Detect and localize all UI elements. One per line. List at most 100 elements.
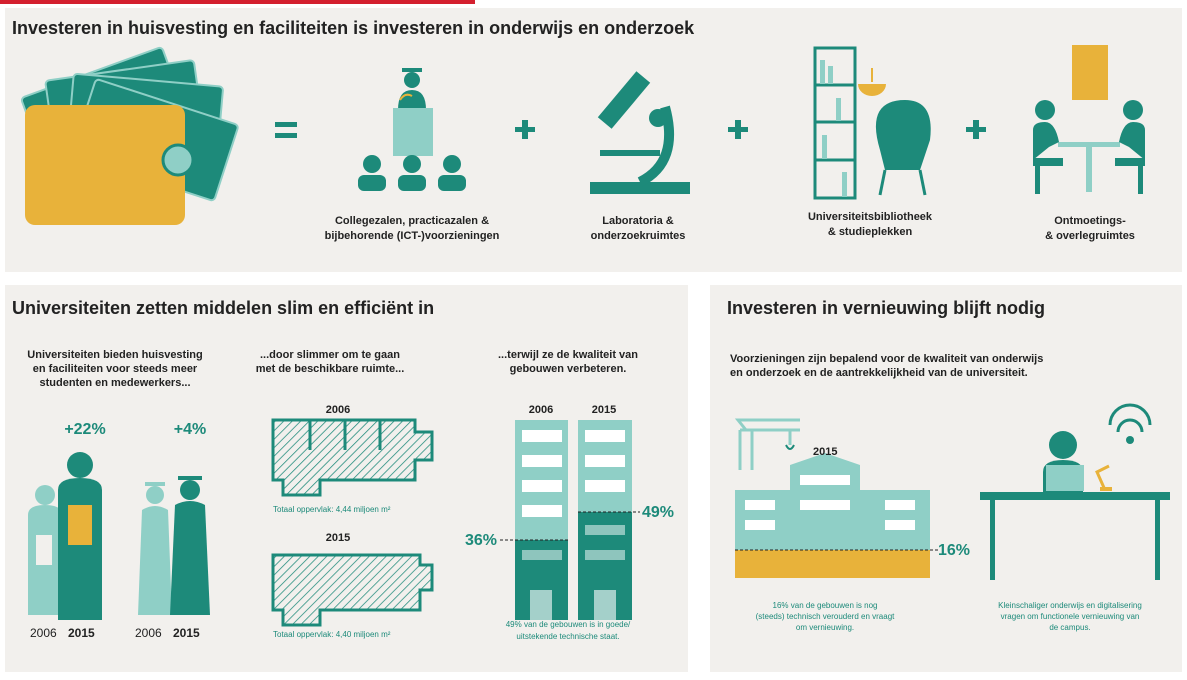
meeting-icon-part	[1033, 158, 1063, 166]
lecture-icon-part	[438, 175, 466, 191]
meeting-icon-part	[1086, 147, 1092, 192]
campus-icon-part-part	[734, 418, 800, 470]
meeting-icon-part	[1035, 166, 1040, 194]
people-icon-part	[58, 478, 102, 620]
building-year: 2015	[592, 404, 616, 416]
building-icons	[500, 420, 640, 620]
people-icon	[28, 452, 210, 620]
column-texts: Universiteiten bieden huisvesting en fac…	[27, 349, 638, 389]
operators-part	[275, 133, 297, 138]
library-icon-part	[875, 100, 931, 170]
workspace-icon-part	[990, 500, 995, 580]
library-icon	[813, 46, 931, 200]
item-label: Universiteitsbibliotheek	[808, 211, 933, 223]
library-icon-part	[878, 169, 887, 196]
column-text: studenten en medewerkers...	[40, 377, 191, 389]
people-icon-part	[178, 476, 202, 480]
campus-icon-part-part	[885, 520, 915, 530]
lecture-icon-part	[363, 155, 381, 173]
workspace-icon-part	[1049, 431, 1077, 459]
growth-value: +4%	[174, 421, 206, 438]
meeting-icon-part	[1033, 122, 1059, 160]
people-icon-part	[138, 506, 172, 615]
column-text: met de beschikbare ruimte...	[256, 363, 405, 375]
people-icon-part	[145, 482, 165, 486]
microscope-icon-part	[649, 109, 667, 127]
lecture-icon-part	[393, 108, 433, 156]
year-label: 2006	[30, 626, 57, 640]
building-icons-part-part	[594, 590, 616, 620]
operators-part	[735, 120, 741, 139]
workspace-icon-part	[1046, 465, 1084, 491]
share-label: 16%	[938, 542, 970, 559]
building-icons-part-part	[522, 430, 562, 442]
item-label: bijbehorende (ICT-)voorzieningen	[325, 230, 500, 242]
people-icon-part	[36, 535, 52, 565]
building-icons-part-part	[530, 590, 552, 620]
growth-value: +22%	[64, 421, 105, 438]
library-icon-part	[918, 169, 927, 196]
library-icon-part	[858, 84, 886, 96]
lecture-icon-part	[398, 175, 426, 191]
campus-icon-part	[735, 550, 930, 578]
renewal-text: Voorzieningen zijn bepalend voor de kwal…	[730, 353, 1043, 365]
floorplan	[271, 418, 434, 497]
library-icon-part	[820, 60, 847, 197]
people-icon-part	[67, 452, 93, 478]
meeting-icon-part	[1035, 100, 1055, 120]
building-icons-part-part	[585, 525, 625, 535]
year-label: 2006	[135, 626, 162, 640]
library-icon-part-part	[836, 98, 841, 121]
building-caption: uitstekende technische staat.	[516, 632, 619, 641]
year-labels: 2006 2015 2006 2015	[30, 626, 200, 640]
meeting-icon-part	[1115, 158, 1145, 166]
building-icons-part-part	[522, 550, 562, 560]
column-text: ...door slimmer om te gaan	[260, 349, 400, 361]
floorplan-walls	[308, 420, 382, 450]
campus-icon-part	[734, 418, 800, 470]
wallet-icon-part	[161, 143, 195, 177]
lecture-icon-part	[402, 68, 422, 72]
campus-icon-part-part	[885, 500, 915, 510]
campus-icon-part	[785, 444, 795, 450]
lecture-icon-part	[443, 155, 461, 173]
meeting-icon-part	[1072, 45, 1108, 100]
renewal-caption: om vernieuwing.	[796, 623, 854, 632]
meeting-icon	[1033, 45, 1145, 194]
campus-icon	[734, 418, 940, 578]
campus-icon-part-part	[800, 500, 850, 510]
microscope-icon-part	[637, 105, 675, 187]
item-label: Collegezalen, practicazalen &	[335, 215, 489, 227]
people-icon-part	[146, 486, 164, 504]
meeting-icon-part	[1119, 122, 1145, 160]
title: Investeren in huisvesting en faciliteite…	[12, 18, 695, 38]
item-label: & overlegruimtes	[1045, 230, 1135, 242]
operators-part	[275, 122, 297, 127]
microscope-icon-part	[590, 182, 690, 194]
column-text: gebouwen verbeteren.	[510, 363, 627, 375]
wallet-icon	[20, 46, 239, 225]
campus-icon-part-part	[800, 475, 850, 485]
lecture-icon-part	[403, 155, 421, 173]
plan-caption: Totaal oppervlak: 4,40 miljoen m²	[273, 630, 391, 639]
item-label: & studieplekken	[828, 226, 913, 238]
operators	[275, 120, 986, 139]
campus-icon-part-part	[745, 500, 775, 510]
microscope-icon	[590, 71, 690, 194]
building-icons-part-part	[585, 430, 625, 442]
campus-icon-part-part	[745, 520, 775, 530]
year-label: 2015	[173, 626, 200, 640]
workspace-icon-part	[1108, 403, 1152, 433]
renewal-year: 2015	[813, 446, 837, 458]
library-icon-part-part	[822, 135, 827, 159]
floorplan	[271, 553, 434, 627]
library-icon-part-part	[820, 60, 825, 84]
lecture-icon-part	[358, 175, 386, 191]
library-icon-part	[815, 83, 855, 162]
library-icon-part-part	[828, 66, 833, 84]
lecture-icon-part	[404, 72, 420, 88]
workspace-icon-part-part	[1108, 403, 1152, 426]
top-bar	[0, 0, 475, 4]
building-icons-part-part	[585, 480, 625, 492]
